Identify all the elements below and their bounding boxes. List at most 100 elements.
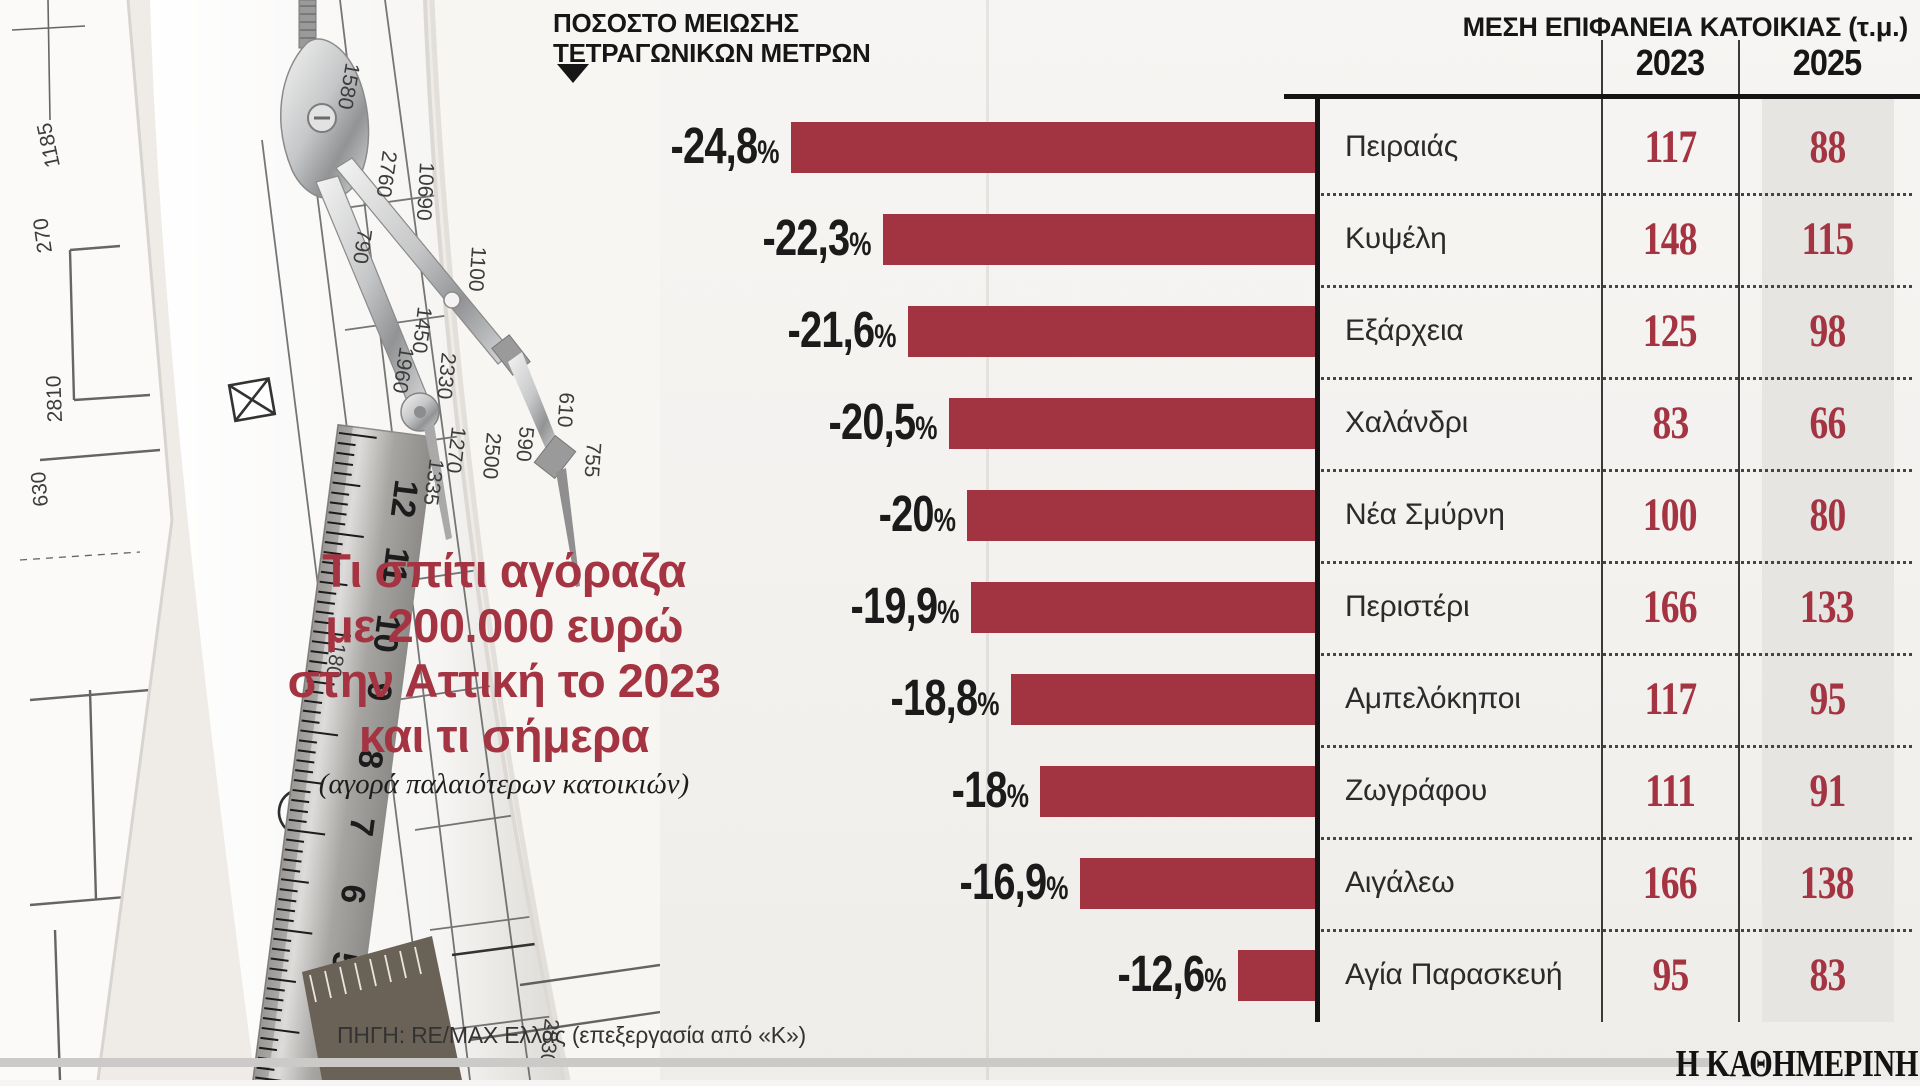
value-2023: 125 bbox=[1643, 305, 1698, 357]
area-name: Ζωγράφου bbox=[1345, 774, 1488, 807]
chart-header-line2: ΤΕΤΡΑΓΩΝΙΚΩΝ ΜΕΤΡΩΝ bbox=[553, 38, 871, 68]
area-name: Αγία Παρασκευή bbox=[1345, 958, 1563, 991]
area-name: Περιστέρι bbox=[1345, 590, 1470, 623]
dimension-label: 790 bbox=[348, 227, 376, 265]
bar-Αγία Παρασκευή bbox=[1238, 949, 1316, 1001]
value-2025: 88 bbox=[1809, 121, 1846, 173]
value-2023: 166 bbox=[1643, 581, 1698, 633]
page-title: Τι σπίτι αγόραζα με 200.000 ευρώ στην Ατ… bbox=[278, 543, 730, 763]
dimension-label: 1450 bbox=[407, 305, 436, 354]
bar-Περιστέρι bbox=[971, 581, 1316, 633]
table-col-2023: 2023 bbox=[1635, 42, 1705, 83]
dimension-label: 630 bbox=[27, 471, 53, 508]
drafting-tools-photo: 4 1211109876543 bbox=[0, 0, 661, 1086]
dimension-label: 1270 bbox=[441, 425, 470, 474]
value-2025: 138 bbox=[1800, 857, 1855, 909]
bar-value-label: -21,6% bbox=[787, 300, 897, 358]
dark-ruler bbox=[302, 936, 462, 1080]
area-name: Πειραιάς bbox=[1345, 130, 1458, 163]
table-left-border bbox=[1315, 94, 1320, 1022]
dimension-label: 2500 bbox=[478, 432, 505, 481]
bar-Πειραιάς bbox=[791, 121, 1316, 173]
blueprint-illustration: 4 1211109876543 bbox=[0, 0, 661, 1086]
value-2025: 91 bbox=[1809, 765, 1846, 817]
value-2025: 83 bbox=[1809, 949, 1846, 1001]
value-2025: 80 bbox=[1809, 489, 1846, 541]
dimension-label: 1100 bbox=[464, 246, 490, 293]
bar-Αμπελόκηποι bbox=[1011, 673, 1316, 725]
ruler-number: 12 bbox=[383, 478, 426, 520]
bar-Εξάρχεια bbox=[908, 305, 1316, 357]
dimension-label: 10690 bbox=[412, 162, 438, 222]
value-2025: 133 bbox=[1800, 581, 1855, 633]
source-note: ΠΗΓΗ: RE/MAX Ελλάς (επεξεργασία από «Κ») bbox=[337, 1022, 807, 1048]
dimension-label: 2330 bbox=[432, 351, 460, 400]
row-separator bbox=[1321, 837, 1912, 840]
row-separator bbox=[1321, 561, 1912, 564]
table-title: ΜΕΣΗ ΕΠΙΦΑΝΕΙΑ ΚΑΤΟΙΚΙΑΣ (τ.μ.) bbox=[1462, 12, 1909, 42]
value-2025: 95 bbox=[1809, 673, 1846, 725]
column-separator-1 bbox=[1601, 40, 1603, 1022]
ruler-number: 10 bbox=[365, 612, 408, 654]
area-name: Αμπελόκηποι bbox=[1345, 682, 1521, 715]
bar-value-label: -18% bbox=[951, 760, 1028, 818]
value-2023: 100 bbox=[1643, 489, 1698, 541]
area-name: Αιγάλεω bbox=[1345, 866, 1455, 899]
right-blueprint-sheet bbox=[429, 0, 661, 1081]
bar-Χαλάνδρι bbox=[949, 397, 1316, 449]
area-name: Νέα Σμύρνη bbox=[1345, 498, 1505, 531]
dimension-label: 610 bbox=[553, 392, 578, 429]
row-separator bbox=[1321, 745, 1912, 748]
dimension-label: 755 bbox=[580, 442, 605, 479]
bar-Αιγάλεω bbox=[1080, 857, 1316, 909]
footer-rule bbox=[0, 1058, 1712, 1067]
value-2023: 95 bbox=[1652, 949, 1689, 1001]
title-line-1: Τι σπίτι αγόραζα bbox=[322, 544, 686, 597]
table-col-2025: 2025 bbox=[1792, 42, 1862, 83]
chart-header: ΠΟΣΟΣΤΟ ΜΕΙΩΣΗΣ ΤΕΤΡΑΓΩΝΙΚΩΝ ΜΕΤΡΩΝ bbox=[553, 8, 973, 68]
area-name: Εξάρχεια bbox=[1345, 314, 1464, 347]
chart-header-line1: ΠΟΣΟΣΤΟ ΜΕΙΩΣΗΣ bbox=[553, 8, 799, 38]
ruler-number: 7 bbox=[341, 815, 381, 839]
bar-value-label: -18,8% bbox=[890, 668, 1000, 726]
value-2023: 111 bbox=[1645, 765, 1696, 817]
area-name: Κυψέλη bbox=[1345, 222, 1447, 255]
bar-value-label: -20,5% bbox=[828, 392, 938, 450]
drafting-compass bbox=[280, 0, 580, 587]
value-2023: 166 bbox=[1643, 857, 1698, 909]
value-2025: 115 bbox=[1801, 213, 1854, 265]
bar-value-label: -20% bbox=[878, 484, 955, 542]
bar-value-label: -24,8% bbox=[670, 116, 780, 174]
row-separator bbox=[1321, 377, 1912, 380]
column-2025-band bbox=[1762, 99, 1894, 1022]
value-2023: 148 bbox=[1643, 213, 1698, 265]
row-separator bbox=[1321, 653, 1912, 656]
bar-value-label: -16,9% bbox=[959, 852, 1069, 910]
ruler-number: 11 bbox=[374, 545, 416, 586]
dimension-label: 590 bbox=[511, 425, 538, 462]
dimension-label: 270 bbox=[29, 217, 57, 255]
title-line-3: στην Αττική το 2023 bbox=[287, 654, 721, 707]
value-2023: 83 bbox=[1652, 397, 1689, 449]
ruler-number: 8 bbox=[350, 747, 390, 771]
title-line-2: με 200.000 ευρώ bbox=[324, 599, 684, 652]
steel-ruler: 1211109876543 bbox=[244, 423, 436, 1086]
value-2023: 117 bbox=[1644, 121, 1697, 173]
down-triangle-icon bbox=[557, 64, 589, 83]
ruler-number: 6 bbox=[333, 882, 373, 906]
value-2025: 66 bbox=[1809, 397, 1846, 449]
row-separator bbox=[1321, 929, 1912, 932]
ruler-number: 9 bbox=[359, 680, 399, 704]
bar-Ζωγράφου bbox=[1040, 765, 1316, 817]
table-top-border bbox=[1284, 94, 1920, 99]
value-2023: 117 bbox=[1644, 673, 1697, 725]
title-line-4: και τι σήμερα bbox=[358, 709, 650, 762]
row-separator bbox=[1321, 285, 1912, 288]
row-separator bbox=[1321, 193, 1912, 196]
bar-Κυψέλη bbox=[883, 213, 1316, 265]
row-separator bbox=[1321, 469, 1912, 472]
area-name: Χαλάνδρι bbox=[1345, 406, 1469, 439]
value-2025: 98 bbox=[1809, 305, 1846, 357]
